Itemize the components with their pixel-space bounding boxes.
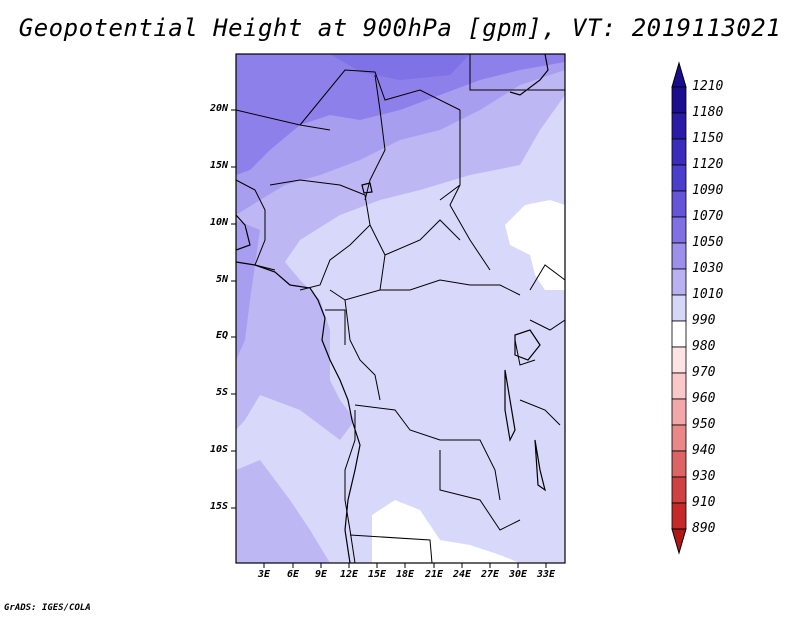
- colorbar-top-arrow: [671, 61, 687, 88]
- coast-west-sahara: [236, 214, 251, 251]
- colorbar-label: 1030: [692, 261, 724, 276]
- colorbar-swatch: [671, 424, 687, 452]
- colorbar-swatch: [671, 216, 687, 244]
- colorbar: [671, 61, 687, 555]
- border-drc-south: [354, 404, 501, 501]
- lon-label-33e: 33E: [536, 569, 556, 580]
- lon-label-24e: 24E: [452, 569, 472, 580]
- colorbar-swatch: [671, 242, 687, 270]
- map-frame: [235, 53, 566, 564]
- colorbar-label: 980: [692, 339, 716, 354]
- lon-label-30e: 30E: [508, 569, 528, 580]
- lat-label-10n: 10N: [209, 217, 228, 228]
- colorbar-label: 950: [692, 417, 716, 432]
- country-borders: [236, 54, 565, 563]
- lat-label-10s: 10S: [209, 444, 228, 455]
- border-uganda: [514, 339, 536, 366]
- colorbar-swatch: [671, 398, 687, 426]
- border-mali-niger: [236, 109, 331, 131]
- colorbar-swatch: [671, 164, 687, 192]
- lat-label-20n: 20N: [209, 103, 228, 114]
- field-1090-top: [330, 54, 470, 80]
- colorbar-label: 1180: [692, 105, 724, 120]
- border-sudan: [469, 54, 565, 91]
- chart-title: Geopotential Height at 900hPa [gpm], VT:…: [18, 14, 782, 42]
- colorbar-swatch: [671, 190, 687, 218]
- height-field: [236, 54, 565, 563]
- colorbar-swatch: [671, 86, 687, 114]
- lon-ticks: [263, 563, 547, 568]
- colorbar-swatch: [671, 346, 687, 374]
- border-zambia: [439, 450, 521, 531]
- lon-label-15e: 15E: [367, 569, 387, 580]
- border-sudan-chad: [449, 184, 491, 271]
- colorbar-label: 1150: [692, 131, 724, 146]
- colorbar-label: 940: [692, 443, 716, 458]
- border-tanzania: [519, 399, 561, 426]
- lon-label-18e: 18E: [395, 569, 415, 580]
- colorbar-label: 1120: [692, 157, 724, 172]
- colorbar-swatch: [671, 320, 687, 348]
- field-1010-south: [372, 500, 520, 563]
- colorbar-swatch: [671, 476, 687, 504]
- border-car: [380, 279, 521, 296]
- coast-east: [509, 54, 549, 96]
- coastline: [236, 54, 549, 563]
- field-1070-west: [236, 220, 260, 360]
- lat-label-15n: 15N: [209, 160, 228, 171]
- lake-chad: [361, 182, 373, 194]
- lake-malawi: [534, 439, 546, 492]
- colorbar-swatch: [671, 294, 687, 322]
- colorbar-swatch: [671, 450, 687, 478]
- colorbar-swatch: [671, 268, 687, 296]
- border-north-algeria: [299, 69, 461, 126]
- colorbar-label: 960: [692, 391, 716, 406]
- border-congo: [344, 299, 381, 401]
- lon-label-12e: 12E: [339, 569, 359, 580]
- colorbar-swatch: [671, 372, 687, 400]
- colorbar-swatch: [671, 112, 687, 140]
- field-1050-south: [236, 460, 330, 563]
- lon-label-27e: 27E: [480, 569, 500, 580]
- field-1090-region: [236, 54, 565, 175]
- border-car-north: [384, 219, 461, 256]
- grads-credit: GrADS: IGES/COLA: [4, 603, 91, 613]
- lat-label-15s: 15S: [209, 501, 228, 512]
- colorbar-label: 970: [692, 365, 716, 380]
- border-niger-chad: [364, 74, 386, 201]
- colorbar-label: 890: [692, 521, 716, 536]
- colorbar-swatch: [671, 502, 687, 530]
- lon-label-3e: 3E: [257, 569, 271, 580]
- lat-label-5n: 5N: [215, 274, 228, 285]
- border-ethiopia: [529, 264, 565, 291]
- colorbar-swatch: [671, 138, 687, 166]
- lon-label-9e: 9E: [314, 569, 328, 580]
- colorbar-label: 990: [692, 313, 716, 328]
- colorbar-label: 1210: [692, 79, 724, 94]
- border-kenya: [529, 319, 565, 331]
- colorbar-label: 930: [692, 469, 716, 484]
- colorbar-label: 1090: [692, 183, 724, 198]
- lake-tanganyika: [504, 369, 516, 442]
- colorbar-label: 1010: [692, 287, 724, 302]
- lake-victoria: [514, 329, 541, 361]
- border-namibia: [349, 534, 433, 563]
- lon-label-6e: 6E: [286, 569, 300, 580]
- lon-label-21e: 21E: [424, 569, 444, 580]
- lat-label-5s: 5S: [215, 387, 228, 398]
- field-1010-east: [505, 200, 565, 290]
- colorbar-label: 910: [692, 495, 716, 510]
- coast-gulf-of-guinea: [236, 261, 361, 563]
- lat-ticks: [231, 109, 236, 509]
- border-gabon: [325, 309, 346, 345]
- colorbar-label: 1070: [692, 209, 724, 224]
- colorbar-bottom-arrow: [671, 528, 687, 555]
- colorbar-label: 1050: [692, 235, 724, 250]
- lat-label-eq: EQ: [215, 330, 228, 341]
